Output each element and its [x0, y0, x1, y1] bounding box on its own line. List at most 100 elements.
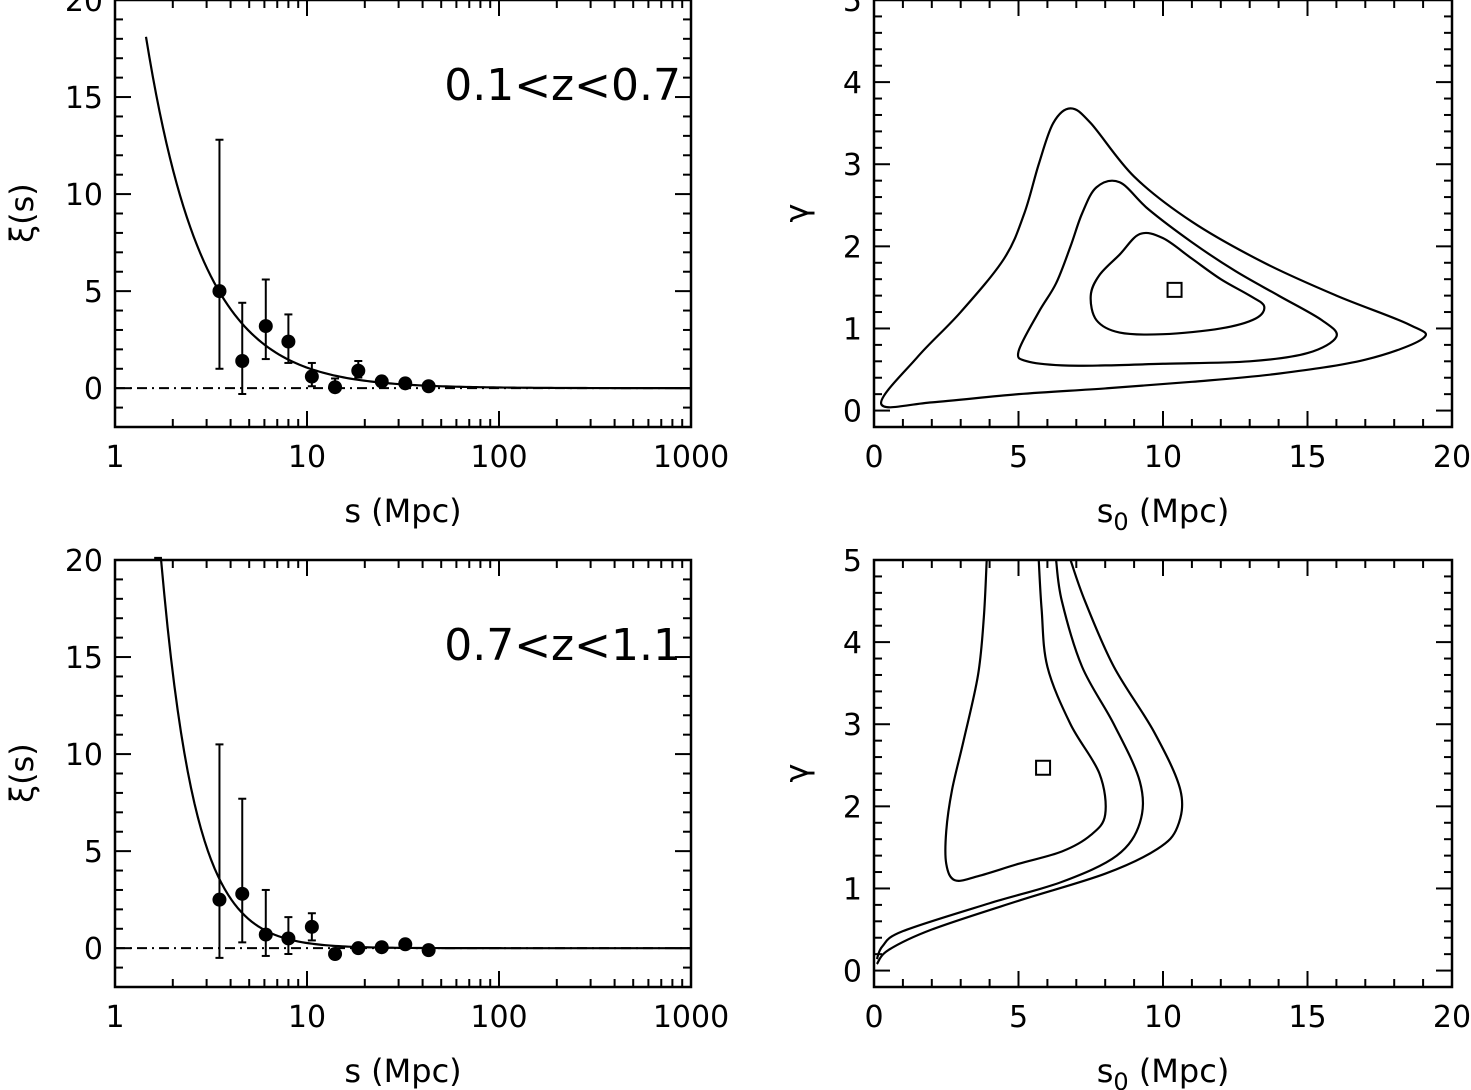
- x-tick-label: 20: [1433, 1000, 1471, 1035]
- x-axis-title-subscript: 0: [1113, 508, 1128, 536]
- x-tick-label: 100: [470, 1000, 527, 1035]
- y-tick-labels: 0 5 10 15 20: [65, 544, 103, 967]
- x-tick-label: 10: [288, 1000, 326, 1035]
- y-tick-label: 4: [843, 626, 862, 661]
- data-point: [421, 379, 436, 394]
- y-axis-title: ξ(s): [3, 183, 41, 242]
- x-axis-title-subscript: 0: [1113, 1068, 1128, 1090]
- data-point: [351, 941, 366, 956]
- y-tick-label: 20: [65, 0, 103, 19]
- data-point: [374, 374, 389, 389]
- panel-bottom-left: 1 10 100 1000 0 5 10 15 20 0.7<z<1.1 s (Mpc) ξ(…: [3, 544, 729, 1090]
- contour-inner: [1089, 231, 1266, 336]
- data-point: [281, 931, 296, 946]
- x-tick-label: 15: [1288, 440, 1326, 475]
- redshift-annotation: 0.7<z<1.1: [444, 620, 681, 671]
- contour-middle: [1016, 179, 1338, 367]
- x-tick-label: 5: [1009, 1000, 1028, 1035]
- data-point: [398, 937, 413, 952]
- data-point: [398, 376, 413, 391]
- y-tick-label: 5: [843, 0, 862, 19]
- x-tick-label: 20: [1433, 440, 1471, 475]
- y-tick-label: 4: [843, 66, 862, 101]
- x-tick-label: 1000: [653, 1000, 729, 1035]
- panel-top-left: 1 10 100 1000 0 5 10 15 20 0.1<z<0.7 s (Mpc) ξ(…: [3, 0, 729, 530]
- panel-top-right: 0 5 10 15 20 0 1 2 3 4 5 s0 (Mpc) γ: [778, 0, 1471, 536]
- data-point: [235, 354, 250, 369]
- x-tick-label: 10: [1144, 440, 1182, 475]
- x-tick-labels: 1 10 100 1000: [105, 1000, 729, 1035]
- y-tick-label: 3: [843, 708, 862, 743]
- plot-content: [115, 556, 691, 962]
- data-point: [258, 319, 273, 334]
- plot-frame: [872, 558, 1454, 989]
- data-point: [212, 892, 227, 907]
- data-point: [235, 886, 250, 901]
- y-tick-label: 5: [843, 544, 862, 579]
- data-point: [328, 947, 343, 962]
- data-point: [304, 919, 319, 934]
- y-tick-label: 1: [843, 872, 862, 907]
- y-tick-label: 10: [65, 738, 103, 773]
- y-tick-label: 0: [84, 372, 103, 407]
- contour-outer: [875, 559, 1184, 965]
- y-tick-label: 0: [843, 395, 862, 430]
- x-tick-label: 10: [288, 440, 326, 475]
- x-tick-label: 15: [1288, 1000, 1326, 1035]
- y-tick-label: 15: [65, 641, 103, 676]
- x-tick-labels: 0 5 10 15 20: [864, 440, 1471, 475]
- model-curve: [154, 556, 691, 950]
- axis-ticks: [873, 559, 1453, 988]
- x-tick-labels: 1 10 100 1000: [105, 440, 729, 475]
- data-point: [304, 369, 319, 384]
- model-curve: [144, 36, 691, 390]
- axis-ticks: [873, 0, 1453, 428]
- contour-outer: [880, 107, 1428, 409]
- contour-middle: [875, 559, 1145, 960]
- data-point: [258, 927, 273, 942]
- y-tick-label: 2: [843, 230, 862, 265]
- plot-content: [115, 36, 691, 396]
- x-axis-title: s (Mpc): [344, 492, 461, 530]
- y-tick-label: 15: [65, 81, 103, 116]
- x-axis-title-base: s: [1097, 492, 1114, 530]
- y-tick-label: 10: [65, 178, 103, 213]
- y-tick-label: 1: [843, 312, 862, 347]
- data-point: [281, 334, 296, 349]
- data-point: [212, 284, 227, 299]
- best-fit-marker: [1166, 281, 1183, 298]
- x-axis-title-base: s: [1097, 1052, 1114, 1090]
- data-point: [351, 363, 366, 378]
- x-tick-labels: 0 5 10 15 20: [864, 1000, 1471, 1035]
- x-axis-title: s0 (Mpc): [1097, 1052, 1230, 1090]
- y-axis-title: γ: [778, 764, 816, 783]
- y-tick-labels: 0 1 2 3 4 5: [843, 544, 862, 990]
- x-tick-label: 0: [864, 1000, 883, 1035]
- y-axis-title: γ: [778, 204, 816, 223]
- x-tick-label: 100: [470, 440, 527, 475]
- plot-content: [875, 559, 1184, 965]
- contour-inner: [944, 559, 1107, 882]
- data-point: [421, 943, 436, 958]
- x-tick-label: 1000: [653, 440, 729, 475]
- y-tick-labels: 0 5 10 15 20: [65, 0, 103, 407]
- y-axis-title: ξ(s): [3, 743, 41, 802]
- y-tick-label: 5: [84, 275, 103, 310]
- y-tick-labels: 0 1 2 3 4 5: [843, 0, 862, 430]
- y-tick-label: 20: [65, 544, 103, 579]
- y-tick-label: 2: [843, 790, 862, 825]
- plot-content: [880, 107, 1428, 409]
- redshift-annotation: 0.1<z<0.7: [444, 60, 681, 111]
- data-point: [328, 380, 343, 395]
- x-tick-label: 10: [1144, 1000, 1182, 1035]
- x-tick-label: 0: [864, 440, 883, 475]
- y-tick-label: 0: [84, 932, 103, 967]
- x-axis-title: s0 (Mpc): [1097, 492, 1230, 536]
- best-fit-marker: [1035, 759, 1052, 776]
- x-tick-label: 5: [1009, 440, 1028, 475]
- y-tick-label: 3: [843, 148, 862, 183]
- y-tick-label: 0: [843, 955, 862, 990]
- x-axis-title: s (Mpc): [344, 1052, 461, 1090]
- data-point: [374, 940, 389, 955]
